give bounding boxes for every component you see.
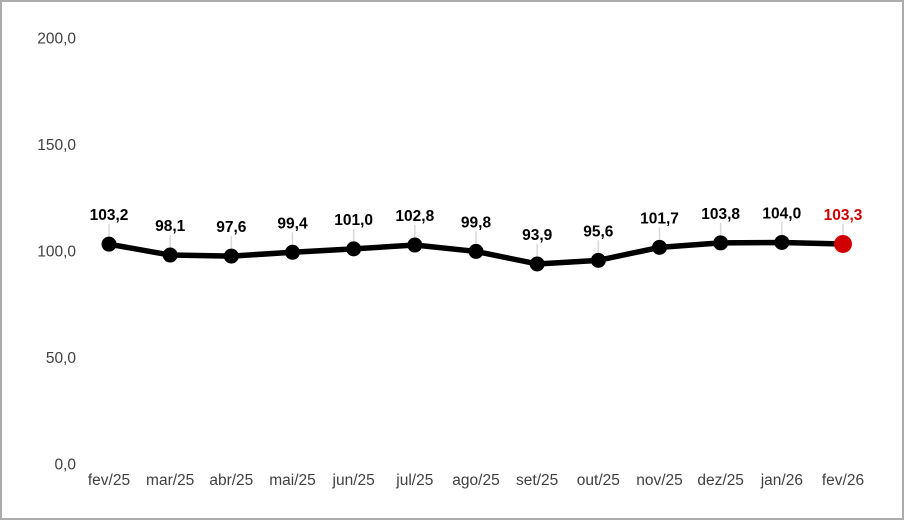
data-label: 98,1 [155,218,186,235]
data-label: 99,4 [277,215,308,232]
x-tick-label: mai/25 [269,472,316,489]
data-label: 102,8 [395,208,434,225]
data-point [713,235,729,251]
x-tick-label: dez/25 [697,472,744,489]
data-label: 93,9 [522,227,553,244]
y-tick-label: 100,0 [37,244,76,261]
y-tick-label: 200,0 [37,31,76,48]
data-point [652,239,667,255]
x-tick-label: nov/25 [636,472,683,489]
data-label: 101,7 [640,210,679,227]
data-point [590,252,606,268]
data-point [223,248,239,264]
data-label: 104,0 [762,205,801,222]
y-tick-label: 150,0 [37,137,76,154]
data-point [407,237,423,253]
x-tick-label: out/25 [577,472,620,489]
data-label: 95,6 [583,223,614,240]
data-point [774,234,790,250]
y-tick-label: 0,0 [54,457,76,474]
data-point [101,236,117,252]
data-label-current: 103,3 [824,207,863,224]
x-tick-label: jun/25 [332,472,375,489]
x-tick-label: fev/26 [822,472,864,489]
data-point [346,241,362,257]
data-point-current [834,234,852,253]
data-label: 103,8 [701,206,740,223]
data-label: 101,0 [334,212,373,229]
x-tick-label: jan/26 [760,472,803,489]
y-tick-label: 50,0 [46,350,77,367]
x-tick-label: abr/25 [209,472,253,489]
data-label: 103,2 [90,207,129,224]
data-label: 97,6 [216,219,247,236]
data-point [285,244,300,260]
data-point [529,256,545,272]
x-tick-label: set/25 [516,472,558,489]
x-tick-label: fev/25 [88,472,130,489]
x-tick-label: ago/25 [452,472,499,489]
data-label: 99,8 [461,214,492,231]
data-point [162,247,178,263]
data-point [468,243,484,259]
x-tick-label: jul/25 [395,472,433,489]
x-tick-label: mar/25 [146,472,194,489]
